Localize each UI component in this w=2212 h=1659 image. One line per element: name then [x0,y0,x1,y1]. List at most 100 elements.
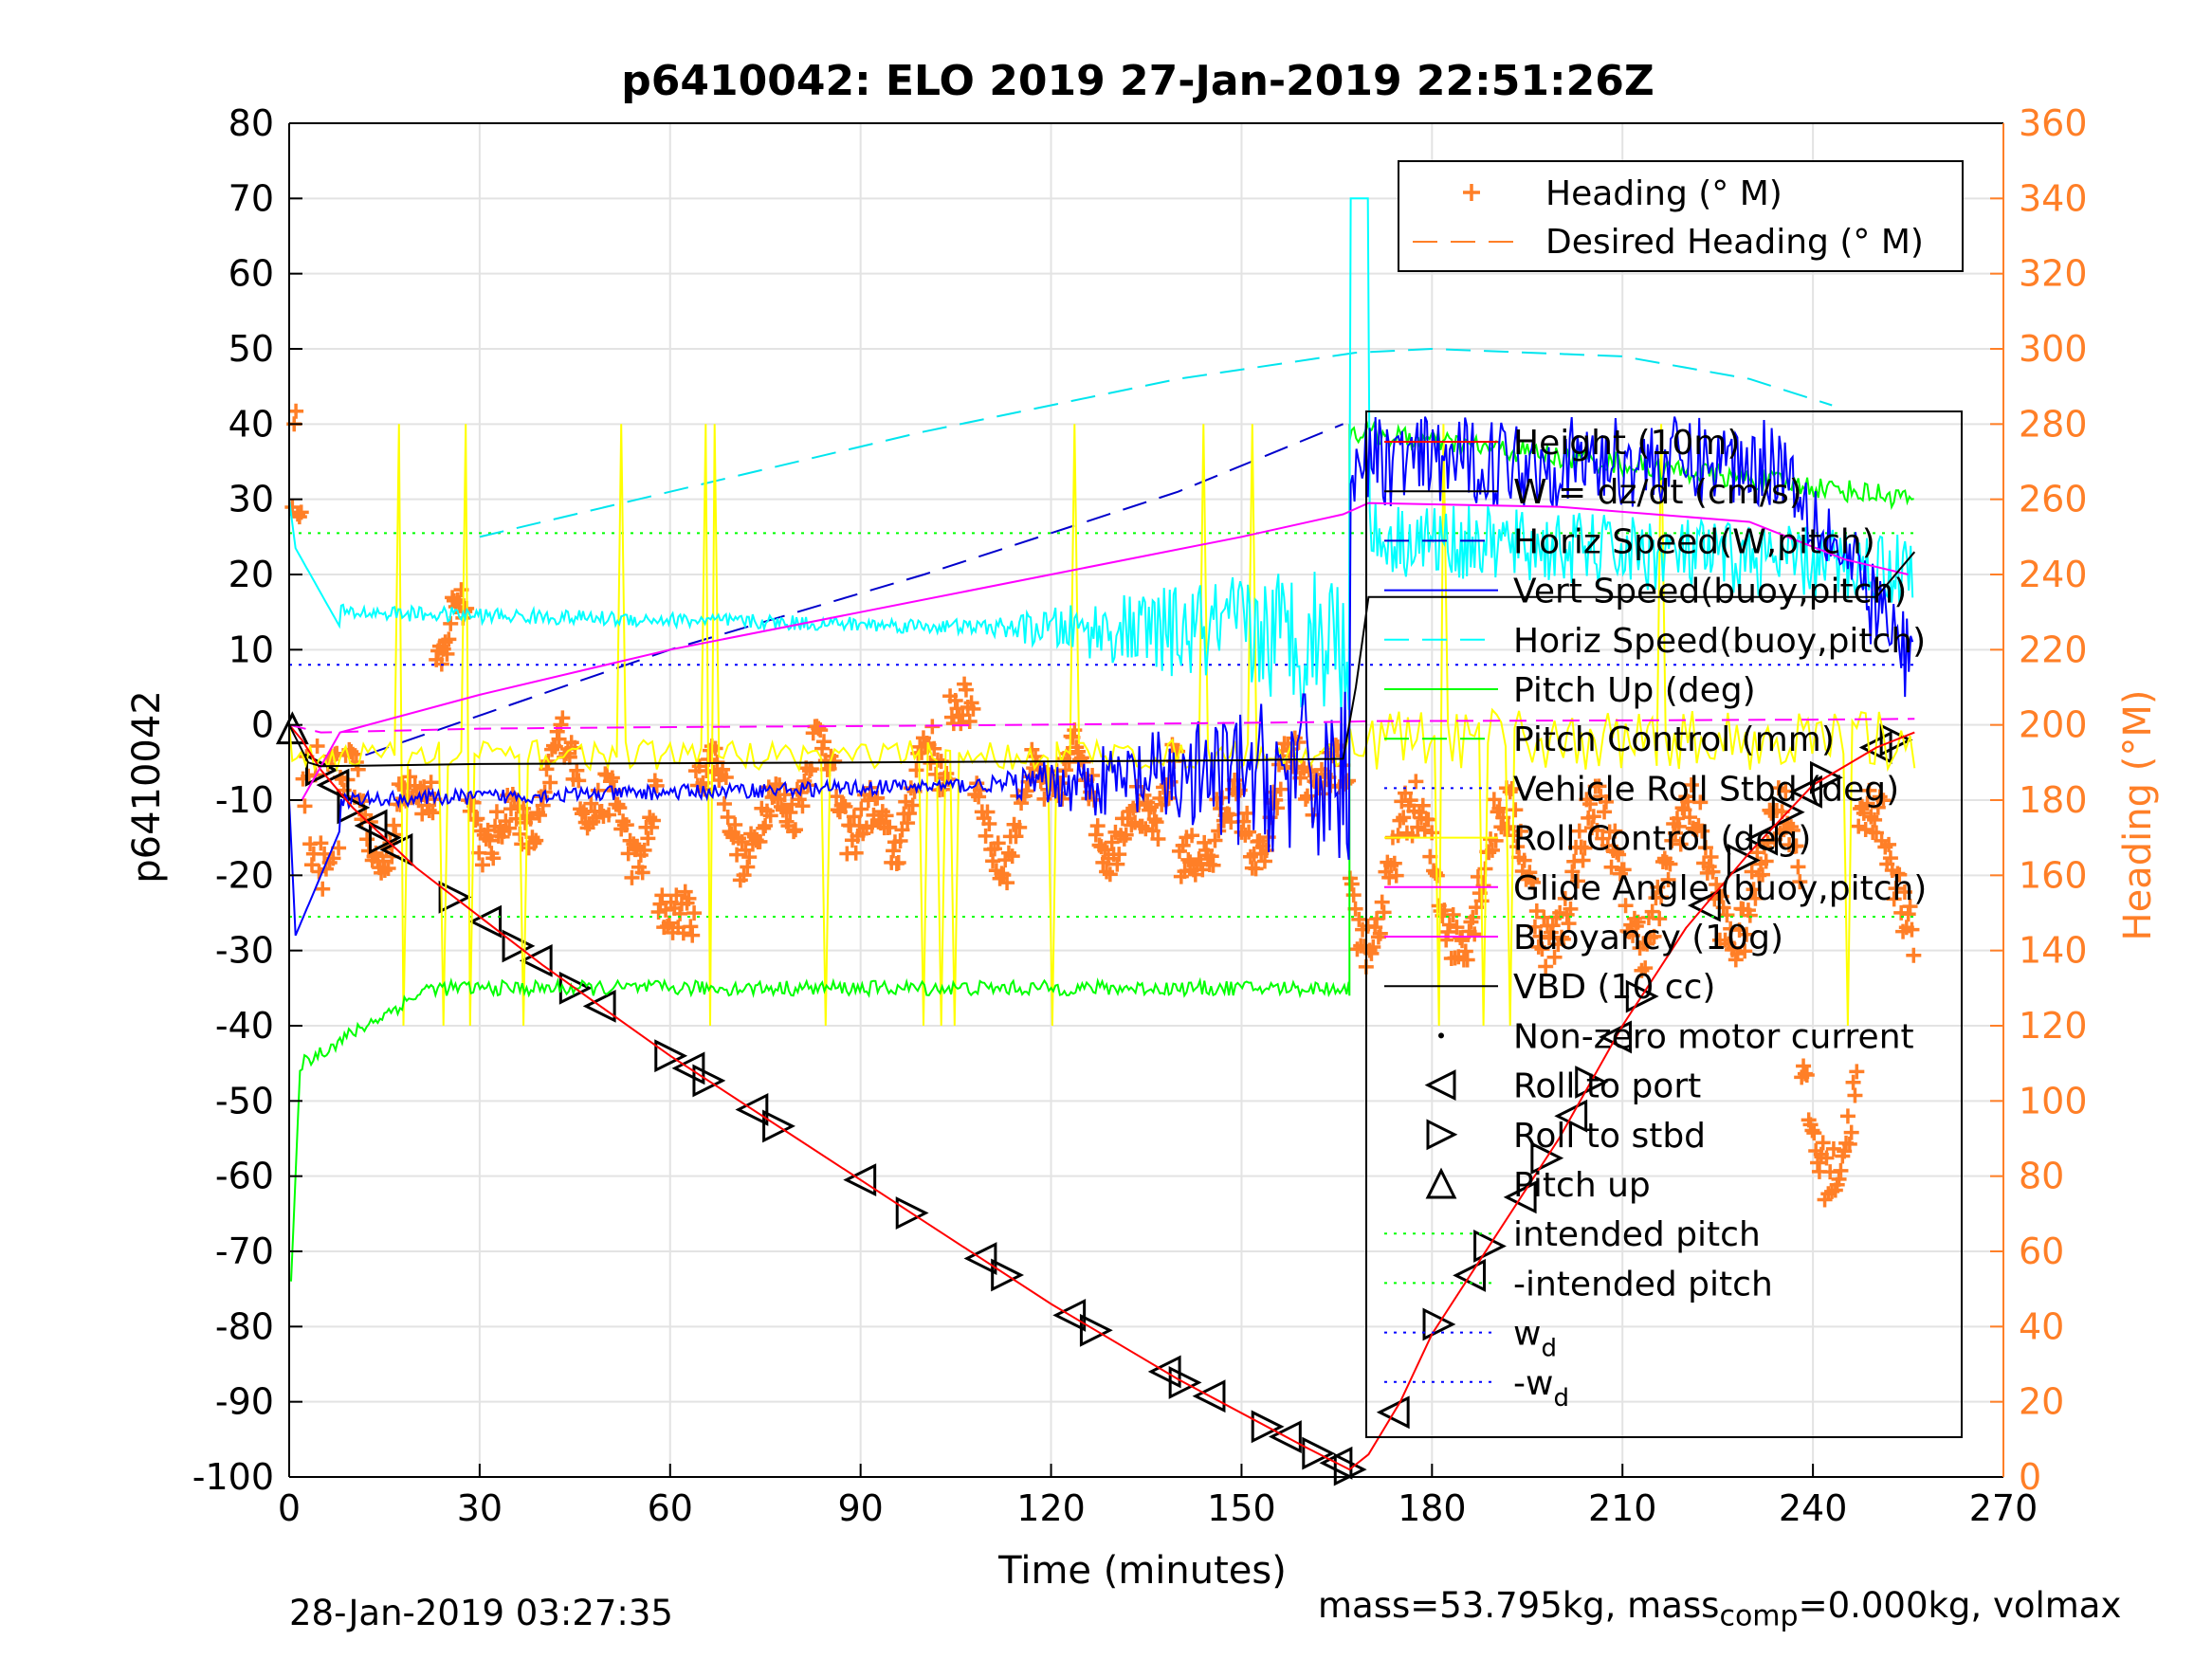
legend-swatch [1424,1069,1456,1102]
roll-marker [1251,1410,1285,1444]
y-tick-label-left: 20 [229,554,274,595]
y-tick-label-left: -80 [215,1305,274,1347]
legend-label: intended pitch [1513,1215,1761,1254]
legend-main: Height (10m) W = dz/dt (cm/s) Horiz Speed(… [1365,410,1963,1438]
desired-heading-line-cyan [479,347,1833,538]
roll-marker [519,943,553,977]
roll-marker [1625,979,1659,1013]
roll-marker [1771,795,1805,830]
y-tick-label-right: 40 [2019,1305,2064,1347]
legend-label: Height (10m) [1513,424,1740,463]
y-tick-label-right: 320 [2019,253,2088,295]
x-tick-label: 90 [837,1487,883,1529]
legend-label: wd [1513,1315,1557,1363]
y-tick-label-left: -20 [215,854,274,896]
legend-label: Glide Angle (buoy,pitch) [1513,869,1927,908]
y-tick-label-right: 120 [2019,1005,2088,1047]
y-tick-label-right: 200 [2019,704,2088,746]
footer-mass-prefix: mass=53.795kg, mass [1318,1585,1720,1626]
chart-title: p6410042: ELO 2019 27-Jan-2019 22:51:26Z [621,57,1654,105]
y-tick-label-left: -50 [215,1080,274,1121]
legend-label: Pitch Up (deg) [1513,671,1756,710]
roll-marker [468,904,503,939]
legend-label: W = dz/dt (cm/s) [1513,473,1802,512]
roll-marker [692,1064,726,1098]
x-tick-label: 240 [1779,1487,1848,1529]
x-tick-label: 150 [1207,1487,1276,1529]
y-tick-label-right: 140 [2019,930,2088,972]
legend-heading-swatch [1463,184,1480,201]
legend-label: Vert Speed(buoy,pitch) [1513,573,1907,611]
legend-label: Roll to port [1513,1067,1701,1106]
y-tick-label-left: 30 [229,479,274,520]
x-tick-label: 60 [648,1487,693,1529]
y-tick-label-right: 240 [2019,554,2088,595]
legend-swatch [1426,1119,1458,1151]
y-tick-label-left: -60 [215,1156,274,1197]
y-tick-label-right: 20 [2019,1381,2064,1423]
axes: 0 30 60 90 120 150 180 210 240 270 80 360 70 340 60 320… [192,102,2088,1529]
roll-marker [895,1196,929,1230]
legend-label: Roll to stbd [1513,1117,1706,1156]
y-axis-label-left: p6410042 [125,690,169,884]
roll-marker [1599,1020,1633,1054]
buoyancy-line [288,718,1915,734]
glide-angle-line [301,501,1909,801]
vert-speed-buoy-line [288,416,1914,937]
y-tick-label-right: 300 [2019,328,2088,370]
footer-mass: mass=53.795kg, masscomp=0.000kg, volmax [1318,1585,2121,1632]
roll-marker [1192,1379,1226,1413]
y-tick-label-left: 50 [229,328,274,370]
roll-marker [502,929,536,963]
x-tick-label: 180 [1398,1487,1467,1529]
y-tick-label-right: 160 [2019,854,2088,896]
roll-marker [991,1258,1025,1292]
roll-marker [843,1163,877,1197]
pitch-up-line [290,420,1914,1282]
roll-marker [1687,888,1721,922]
y-tick-label-left: -70 [215,1231,274,1272]
desired-heading-line-blue [365,423,1344,757]
y-tick-label-left: -100 [192,1456,274,1498]
y-tick-label-right: 60 [2019,1231,2064,1272]
legend-swatch [1438,1032,1444,1039]
legend-label: Non-zero motor current [1513,1017,1914,1056]
roll-marker [368,821,402,855]
roll-marker [1052,1299,1087,1332]
roll-control-line [288,424,1916,1027]
y-tick-label-left: 60 [229,253,274,295]
height-line [288,724,1915,1471]
roll-marker [762,1109,795,1143]
legend-heading: Heading (° M) Desired Heading (° M) [1398,160,1964,272]
x-axis-label: Time (minutes) [997,1549,1287,1593]
y-tick-label-right: 180 [2019,779,2088,821]
legend-label: -wd [1513,1364,1569,1413]
legend-heading-label: Heading (° M) [1545,174,1782,213]
y-axis-label-right: Heading (°M) [2116,690,2160,941]
y-tick-label-right: 340 [2019,177,2088,219]
x-tick-label: 120 [1016,1487,1086,1529]
legend-label: Horiz Speed(W,pitch) [1513,522,1875,561]
legend-label: Vehicle Roll Stbd (deg) [1513,770,1899,809]
x-tick-label: 30 [457,1487,503,1529]
footer-mass-suffix: =0.000kg, volmax [1798,1585,2122,1626]
roll-marker [1268,1420,1302,1453]
roll-marker [354,809,388,843]
roll-marker [963,1242,997,1275]
y-tick-label-right: 100 [2019,1080,2088,1121]
roll-marker [1879,723,1913,757]
legend-label: -intended pitch [1513,1265,1773,1304]
y-tick-label-left: 10 [229,629,274,670]
roll-marker [1530,1141,1564,1176]
roll-marker [1789,775,1822,809]
roll-marker [1727,844,1761,877]
legend-label: Horiz Speed(buoy,pitch) [1513,622,1926,661]
legend-label: VBD (10 cc) [1513,968,1715,1007]
y-tick-label-left: 40 [229,403,274,445]
roll-marker [304,753,338,787]
y-tick-label-right: 360 [2019,102,2088,144]
roll-marker [1575,1066,1609,1099]
roll-marker [1168,1366,1202,1399]
footer-mass-sub: comp [1719,1599,1799,1633]
roll-marker [316,768,350,802]
